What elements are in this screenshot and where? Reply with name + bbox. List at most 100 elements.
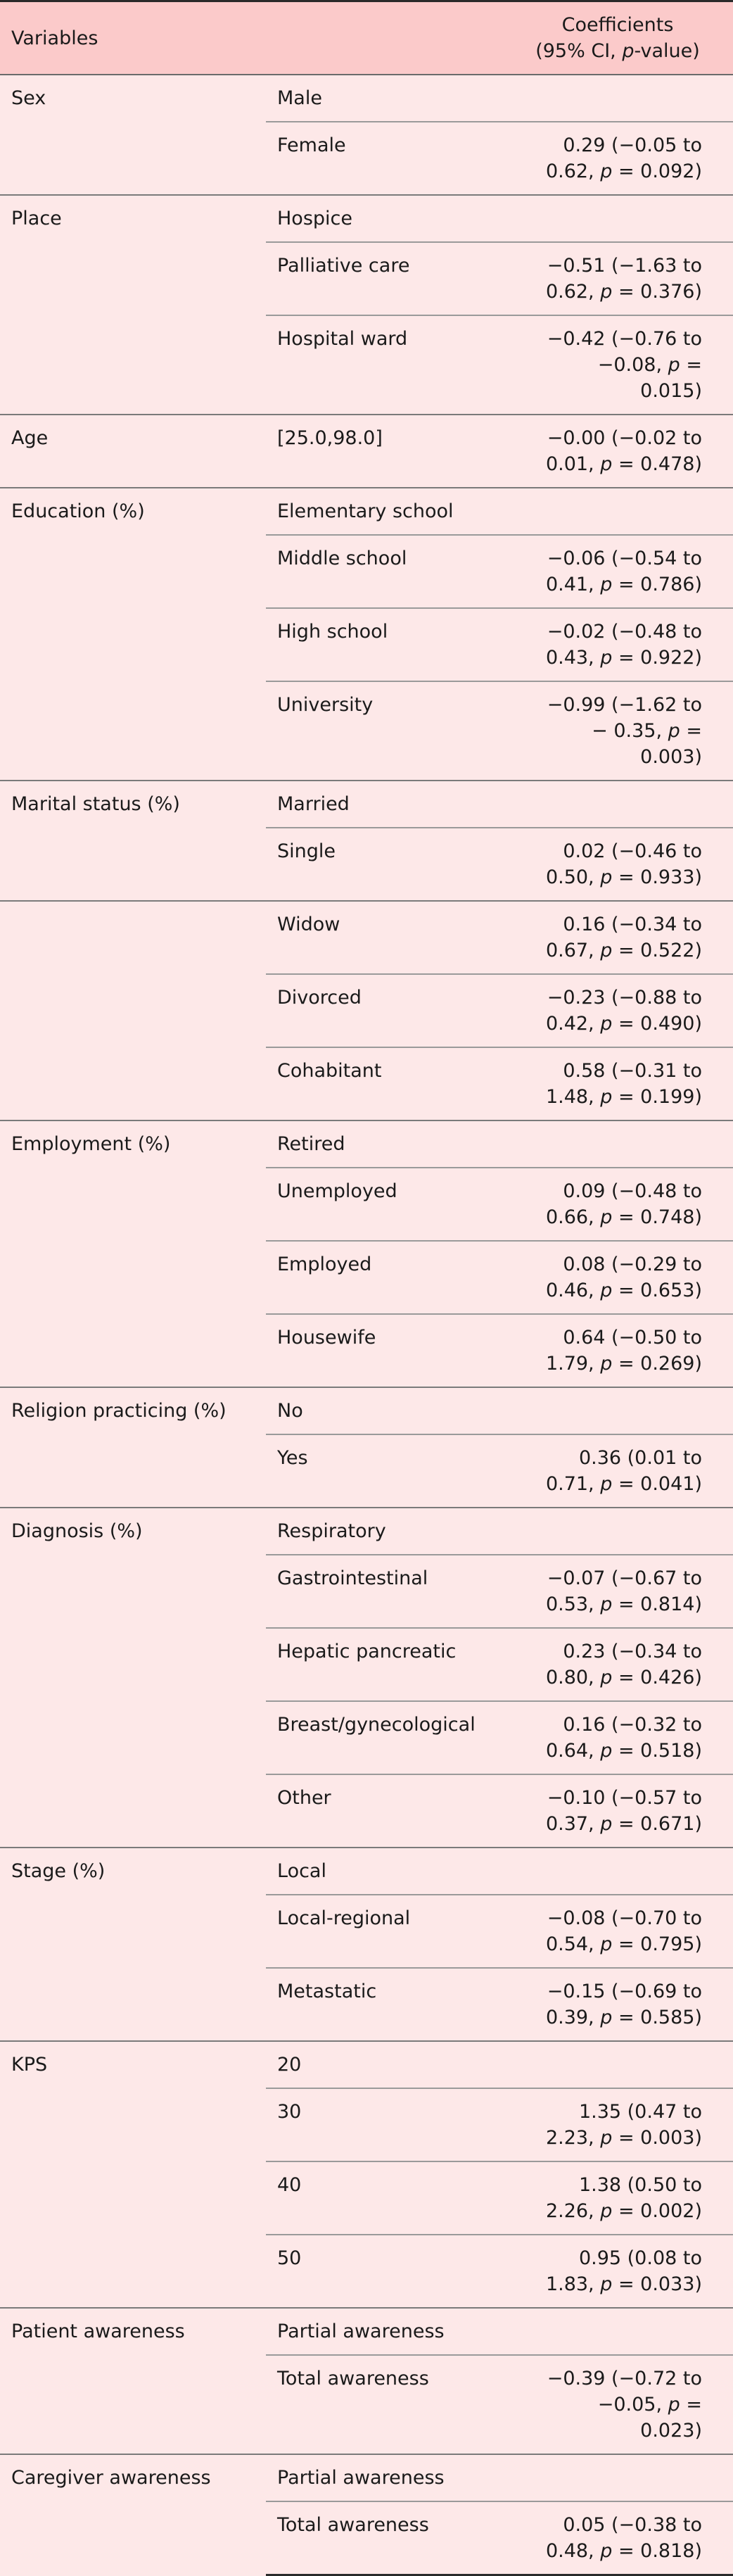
level-cell: Local-regional xyxy=(266,1894,522,1968)
level-cell: Breast/gynecological xyxy=(266,1700,522,1774)
p-symbol: p xyxy=(600,2200,613,2222)
level-cell: No xyxy=(266,1387,522,1434)
coefficient-cell: 0.05 (−0.38 to 0.48, p = 0.818) xyxy=(522,2501,733,2576)
p-symbol: p xyxy=(600,1206,613,1228)
header-coefficients: Coefficients (95% CI, p-value) xyxy=(522,1,733,75)
coefficient-cell: 0.95 (0.08 to 1.83, p = 0.033) xyxy=(522,2234,733,2308)
level-cell: Other xyxy=(266,1774,522,1848)
coefficient-cell xyxy=(522,2307,733,2355)
level-cell: 40 xyxy=(266,2161,522,2235)
coefficient-cell xyxy=(522,487,733,535)
header-levels xyxy=(266,1,522,75)
table-row: Patient awareness Partial awareness xyxy=(0,2307,733,2454)
table-row: Hepatic pancreatic 0.23 (−0.34 to 0.80, p… xyxy=(0,1627,733,1701)
level-cell: Widow xyxy=(266,900,522,974)
table-row: Widow 0.16 (−0.34 to 0.67, p = 0.522) xyxy=(0,900,733,1120)
coefficient-cell: −0.51 (−1.63 to 0.62, p = 0.376) xyxy=(522,241,733,315)
table-row: Unemployed 0.09 (−0.48 to 0.66, p = 0.748… xyxy=(0,1167,733,1241)
coefficient-cell: −0.02 (−0.48 to 0.43, p = 0.922) xyxy=(522,607,733,681)
coefficient-cell: −0.42 (−0.76 to −0.08, p = 0.015) xyxy=(522,315,733,415)
p-symbol: p xyxy=(600,1473,613,1495)
table-row: Religion practicing (%) No xyxy=(0,1387,733,1508)
level-cell: Gastrointestinal xyxy=(266,1554,522,1628)
table-row: 30 1.35 (0.47 to 2.23, p = 0.003) xyxy=(0,2088,733,2161)
level-cell: Local xyxy=(266,1847,522,1895)
level-cell: Total awareness xyxy=(266,2501,522,2576)
variable-cell: Education (%) xyxy=(0,487,266,781)
coefficient-cell xyxy=(522,2454,733,2501)
level-cell: University xyxy=(266,681,522,781)
coefficient-cell: 0.29 (−0.05 to 0.62, p = 0.092) xyxy=(522,121,733,195)
coefficient-cell xyxy=(522,74,733,122)
p-symbol: p xyxy=(600,160,613,182)
level-cell: Palliative care xyxy=(266,241,522,315)
coefficient-cell xyxy=(522,194,733,242)
table-row: Employed 0.08 (−0.29 to 0.46, p = 0.653) xyxy=(0,1240,733,1314)
coefficient-cell: 0.16 (−0.32 to 0.64, p = 0.518) xyxy=(522,1700,733,1774)
variable-cell: Diagnosis (%) xyxy=(0,1507,266,1848)
table-row: Employment (%) Retired xyxy=(0,1120,733,1387)
p-symbol: p xyxy=(600,1667,613,1688)
coefficient-cell: −0.08 (−0.70 to 0.54, p = 0.795) xyxy=(522,1894,733,1968)
level-cell: Yes xyxy=(266,1434,522,1508)
header-coefficients-line2-pre: (95% CI, xyxy=(535,40,623,62)
variable-cell: Stage (%) xyxy=(0,1847,266,2041)
header-row: Variables Coefficients (95% CI, p-value) xyxy=(0,1,733,75)
variable-cell: Religion practicing (%) xyxy=(0,1387,266,1508)
coefficient-cell: 0.09 (−0.48 to 0.66, p = 0.748) xyxy=(522,1167,733,1241)
coefficient-cell: 0.36 (0.01 to 0.71, p = 0.041) xyxy=(522,1434,733,1508)
level-cell: Hospice xyxy=(266,194,522,242)
coefficient-cell xyxy=(522,780,733,828)
coefficient-cell xyxy=(522,1120,733,1168)
level-cell: 50 xyxy=(266,2234,522,2308)
level-cell: Partial awareness xyxy=(266,2454,522,2501)
p-symbol: p xyxy=(600,866,613,888)
coefficient-cell: −0.39 (−0.72 to −0.05, p = 0.023) xyxy=(522,2354,733,2454)
level-cell: Divorced xyxy=(266,973,522,1047)
p-symbol: p xyxy=(600,940,613,961)
p-symbol: p xyxy=(600,1353,613,1375)
level-cell: Employed xyxy=(266,1240,522,1314)
coefficient-cell: 0.08 (−0.29 to 0.46, p = 0.653) xyxy=(522,1240,733,1314)
level-cell: 30 xyxy=(266,2088,522,2161)
coefficient-cell xyxy=(522,1507,733,1555)
table-row: Divorced −0.23 (−0.88 to 0.42, p = 0.490) xyxy=(0,973,733,1047)
level-cell: Total awareness xyxy=(266,2354,522,2454)
level-cell: Partial awareness xyxy=(266,2307,522,2355)
table-row: High school −0.02 (−0.48 to 0.43, p = 0.9… xyxy=(0,607,733,681)
table-row: Total awareness −0.39 (−0.72 to −0.05, p … xyxy=(0,2354,733,2454)
variable-cell: Sex xyxy=(0,74,266,195)
table-row: Female 0.29 (−0.05 to 0.62, p = 0.092) xyxy=(0,121,733,195)
level-cell: Married xyxy=(266,780,522,828)
level-cell: Hepatic pancreatic xyxy=(266,1627,522,1701)
header-coefficients-line1: Coefficients xyxy=(561,14,674,36)
table-row: Education (%) Elementary school xyxy=(0,487,733,781)
coefficient-cell xyxy=(522,1847,733,1895)
table-row: Middle school −0.06 (−0.54 to 0.41, p = 0… xyxy=(0,534,733,608)
level-cell: Cohabitant xyxy=(266,1047,522,1120)
table-row: Stage (%) Local xyxy=(0,1847,733,2041)
coefficient-cell: −0.15 (−0.69 to 0.39, p = 0.585) xyxy=(522,1967,733,2041)
level-cell: 20 xyxy=(266,2040,522,2088)
table-row: Caregiver awareness Partial awareness xyxy=(0,2454,733,2575)
coefficient-cell: −0.99 (−1.62 to − 0.35, p = 0.003) xyxy=(522,681,733,781)
coefficient-cell: 1.35 (0.47 to 2.23, p = 0.003) xyxy=(522,2088,733,2161)
table-row: Sex Male xyxy=(0,74,733,195)
level-cell: Respiratory xyxy=(266,1507,522,1555)
p-symbol: p xyxy=(600,1740,613,1762)
p-symbol: p xyxy=(600,1086,613,1108)
p-symbol: p xyxy=(600,574,613,595)
table-row: Yes 0.36 (0.01 to 0.71, p = 0.041) xyxy=(0,1434,733,1508)
coefficient-cell: 0.16 (−0.34 to 0.67, p = 0.522) xyxy=(522,900,733,974)
level-cell: Unemployed xyxy=(266,1167,522,1241)
coefficient-cell: −0.07 (−0.67 to 0.53, p = 0.814) xyxy=(522,1554,733,1628)
variable-cell xyxy=(0,900,266,1120)
table-row: 40 1.38 (0.50 to 2.26, p = 0.002) xyxy=(0,2161,733,2235)
table-row: Housewife 0.64 (−0.50 to 1.79, p = 0.269) xyxy=(0,1313,733,1387)
table-row: Marital status (%) Married xyxy=(0,780,733,901)
p-symbol: p xyxy=(600,647,613,669)
variable-cell: Patient awareness xyxy=(0,2307,266,2454)
variable-cell: Marital status (%) xyxy=(0,780,266,901)
table-row: Palliative care −0.51 (−1.63 to 0.62, p =… xyxy=(0,241,733,315)
variable-cell: KPS xyxy=(0,2040,266,2308)
